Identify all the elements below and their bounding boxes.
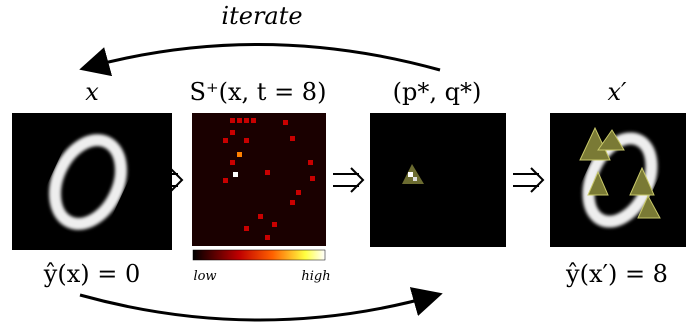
loop-label: iterate [221, 2, 302, 30]
adversarial-image [550, 113, 686, 247]
panel-label: x′ [608, 78, 628, 106]
input-image [12, 113, 172, 250]
patch-image [370, 113, 506, 247]
saliency-map [192, 113, 326, 260]
panel-label: x [85, 78, 99, 106]
prediction-caption: ŷ(x) = 0 [43, 260, 140, 288]
panel-label: (p*, q*) [393, 78, 482, 106]
iterate-arrow [85, 44, 440, 70]
bottom-arrow [80, 295, 437, 320]
prediction-caption: ŷ(x′) = 8 [565, 260, 668, 288]
colorbar-low: low [193, 269, 216, 284]
diagram: iterate x S⁺(x, t = 8) (p*, q*) x′ low h… [0, 0, 697, 327]
colorbar-high: high [301, 269, 330, 284]
panel-label: S⁺(x, t = 8) [190, 78, 327, 106]
